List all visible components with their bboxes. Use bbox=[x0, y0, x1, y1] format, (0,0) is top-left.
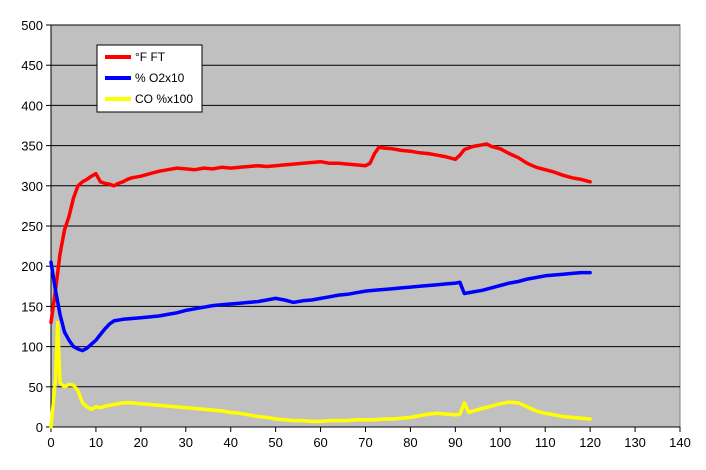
legend-label: °F FT bbox=[135, 50, 166, 64]
y-tick-label: 350 bbox=[21, 139, 43, 154]
y-tick-label: 400 bbox=[21, 98, 43, 113]
x-tick-label: 70 bbox=[358, 435, 372, 450]
y-tick-label: 0 bbox=[36, 420, 43, 435]
legend-label: % O2x10 bbox=[135, 71, 185, 85]
y-tick-label: 100 bbox=[21, 340, 43, 355]
y-tick-label: 150 bbox=[21, 299, 43, 314]
series-lines bbox=[49, 142, 592, 429]
series-line-1 bbox=[49, 142, 592, 325]
y-tick-label: 500 bbox=[21, 18, 43, 33]
y-tick-label: 300 bbox=[21, 179, 43, 194]
x-tick-label: 0 bbox=[47, 435, 54, 450]
x-tick-label: 140 bbox=[669, 435, 691, 450]
x-tick-label: 120 bbox=[579, 435, 601, 450]
x-tick-label: 10 bbox=[89, 435, 103, 450]
series-line-3 bbox=[49, 320, 592, 429]
y-tick-label: 450 bbox=[21, 58, 43, 73]
y-tick-label: 250 bbox=[21, 219, 43, 234]
x-tick-label: 50 bbox=[268, 435, 282, 450]
x-tick-label: 30 bbox=[179, 435, 193, 450]
x-tick-label: 80 bbox=[403, 435, 417, 450]
legend-label: CO %x100 bbox=[135, 92, 193, 106]
y-tick-label: 50 bbox=[29, 380, 43, 395]
x-tick-label: 60 bbox=[313, 435, 327, 450]
x-tick-label: 130 bbox=[624, 435, 646, 450]
x-tick-label: 100 bbox=[489, 435, 511, 450]
legend: °F FT % O2x10 CO %x100 bbox=[96, 44, 203, 113]
series-line-2 bbox=[49, 260, 592, 353]
axes: 0 50 100 150 200 250 300 350 400 450 500 0 10 20 30 40 5… bbox=[21, 18, 691, 450]
x-tick-label: 90 bbox=[448, 435, 462, 450]
x-tick-label: 40 bbox=[223, 435, 237, 450]
x-tick-label: 110 bbox=[535, 435, 556, 450]
x-tick-label: 20 bbox=[134, 435, 148, 450]
y-tick-label: 200 bbox=[21, 259, 43, 274]
